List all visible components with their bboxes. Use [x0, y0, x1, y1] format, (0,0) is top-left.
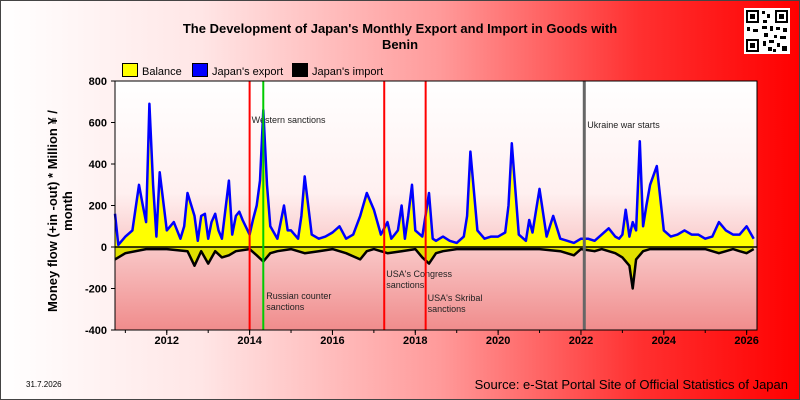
legend-label-balance: Balance [142, 66, 182, 78]
chart-title-line-1: The Development of Japan's Monthly Expor… [182, 21, 618, 36]
legend-item-export: Japan's export [192, 63, 283, 78]
series-line-export [113, 102, 755, 247]
legend-label-export: Japan's export [212, 66, 284, 78]
y-tick-label: -200 [85, 284, 107, 296]
qr-code-icon [744, 8, 790, 54]
legend-label-import: Japan's import [312, 66, 384, 78]
y-tick-label: 200 [89, 201, 107, 213]
x-tick-label: 2014 [237, 335, 262, 347]
x-tick-label: 2022 [569, 335, 593, 347]
legend-swatch-import [292, 63, 308, 77]
series-line-import [114, 247, 755, 290]
y-tick-label: 400 [89, 159, 107, 171]
legend-item-balance: Balance [122, 63, 182, 78]
x-tick-label: 2020 [486, 335, 510, 347]
legend-swatch-export [192, 63, 208, 77]
event-label-5: Ukraine war starts [587, 120, 660, 130]
y-tick-label: 600 [89, 118, 107, 130]
x-tick-label: 2024 [652, 335, 677, 347]
event-label-4: USA's Skribal sanctions [428, 293, 483, 314]
x-tick-label: 2016 [320, 335, 344, 347]
date-stamp: 31.7.2026 [26, 380, 62, 389]
chart-title-line-2: Benin [381, 37, 419, 52]
event-label-1: Western sanctions [252, 115, 326, 125]
y-tick-label: 800 [89, 76, 107, 88]
x-tick-label: 2018 [403, 335, 427, 347]
event-label-2: Russian counter sanctions [266, 291, 331, 312]
source-note: Source: e-Stat Portal Site of Official S… [474, 377, 788, 392]
y-tick-label: 0 [101, 242, 107, 254]
event-label-3: USA's Congress sanctions [386, 269, 452, 290]
x-tick-label: 2012 [155, 335, 179, 347]
y-tick-label: -400 [85, 325, 107, 337]
legend-item-import: Japan's import [292, 63, 383, 78]
x-tick-label: 2026 [734, 335, 758, 347]
legend-swatch-balance [122, 63, 138, 77]
